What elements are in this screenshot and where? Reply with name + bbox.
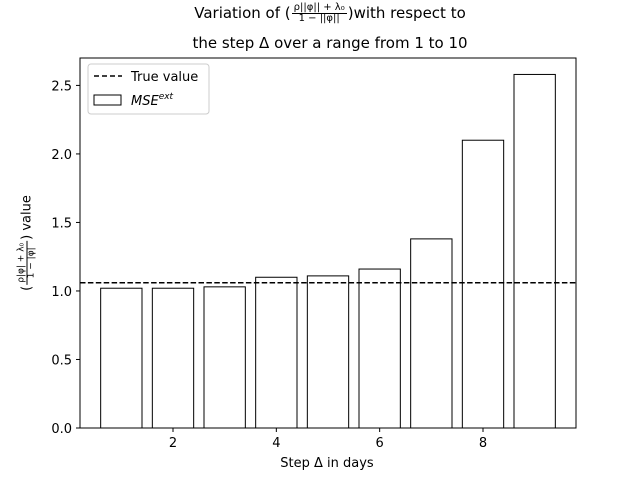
axes-frame <box>79 57 577 429</box>
title-prefix: Variation of ( <box>194 4 291 22</box>
y-tick-label-0: 0.0 <box>51 422 72 437</box>
ylabel-fraction-denominator: 1 − |φ| <box>26 247 37 279</box>
bar-6 <box>358 268 401 429</box>
legend-true-value-label: True value <box>130 70 198 85</box>
bar-9 <box>513 73 556 429</box>
bar-1 <box>100 287 143 429</box>
x-tick-label-8: 8 <box>479 436 487 451</box>
y-tick-label-2: 2.0 <box>51 148 72 163</box>
y-tick-label-1.5: 1.5 <box>51 216 72 231</box>
chart-title-line-1: Variation of (ρ||φ|| + λ₀ 1 − ||φ||)with … <box>0 3 640 24</box>
ylabel-prefix: ( <box>19 285 35 291</box>
ylabel-suffix: ) value <box>19 195 35 240</box>
legend-mse-label: MSEext <box>131 92 174 109</box>
title-suffix: )with respect to <box>347 4 466 22</box>
y-axis-label: (ρ|φ| + λ₀ 1 − |φ|) value <box>17 195 37 291</box>
title-fraction: ρ||φ|| + λ₀ 1 − ||φ|| <box>291 2 347 24</box>
legend-mse-label-base: MSE <box>131 94 159 109</box>
x-tick-label-2: 2 <box>169 436 177 451</box>
y-ticks: 0.0 0.5 1.0 1.5 2.0 2.5 <box>51 79 80 437</box>
bar-8 <box>461 139 505 429</box>
x-ticks: 2 4 6 8 <box>169 428 487 451</box>
bar-4 <box>255 276 298 429</box>
x-tick-label-6: 6 <box>376 436 384 451</box>
title-fraction-numerator: ρ||φ|| + λ₀ <box>291 2 347 14</box>
bar-5 <box>306 275 350 429</box>
legend-mse-label-sup: ext <box>159 92 174 102</box>
bars-group <box>100 73 556 429</box>
y-tick-label-2.5: 2.5 <box>51 79 72 94</box>
ylabel-fraction: ρ|φ| + λ₀ 1 − |φ| <box>17 240 37 285</box>
x-axis-label: Step Δ in days <box>280 456 374 471</box>
bar-2 <box>151 287 195 429</box>
bar-7 <box>410 238 453 429</box>
chart-title-line-2: the step Δ over a range from 1 to 10 <box>192 34 468 52</box>
title-fraction-denominator: 1 − ||φ|| <box>298 13 340 24</box>
y-tick-label-0.5: 0.5 <box>51 353 72 368</box>
legend: True value MSEext <box>87 63 210 115</box>
bar-3 <box>203 286 246 429</box>
y-tick-label-1: 1.0 <box>51 285 72 300</box>
legend-mse-swatch <box>93 94 122 106</box>
x-tick-label-4: 4 <box>272 436 280 451</box>
